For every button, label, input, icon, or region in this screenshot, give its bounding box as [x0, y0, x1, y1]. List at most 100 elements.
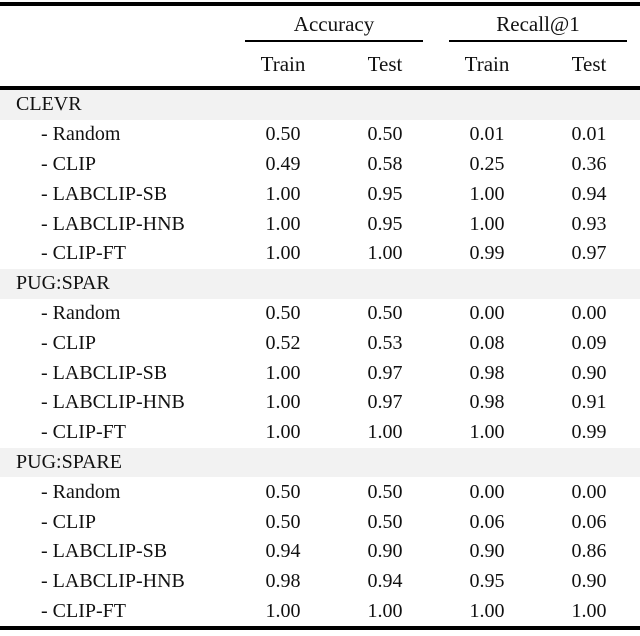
cell-value: 1.00 — [469, 421, 505, 444]
cell-value: 0.94 — [571, 182, 607, 205]
cell-value: 0.50 — [367, 480, 403, 503]
cell-value: 0.50 — [367, 123, 403, 146]
cell-value: 0.91 — [571, 391, 607, 414]
table-body: CLEVR - Random 0.50 0.50 0.01 0.01 - CLI… — [0, 88, 640, 628]
cell-value: 0.50 — [265, 510, 301, 533]
table-row: - LABCLIP-HNB 1.00 0.97 0.98 0.91 — [0, 388, 640, 418]
row-label: - CLIP — [41, 331, 96, 354]
row-label: - Random — [41, 480, 121, 503]
cell-value: 0.97 — [367, 391, 403, 414]
cell-value: 0.95 — [367, 182, 403, 205]
column-group-accuracy: Accuracy — [232, 4, 436, 42]
cell-value: 0.94 — [265, 540, 301, 563]
row-label: - LABCLIP-HNB — [41, 570, 185, 593]
section-header-pug-spare: PUG:SPARE — [0, 447, 640, 478]
table-row: - Random 0.50 0.50 0.00 0.00 — [0, 477, 640, 507]
cell-value: 1.00 — [265, 242, 301, 265]
cell-value: 0.06 — [571, 510, 607, 533]
cell-value: 0.01 — [571, 123, 607, 146]
row-label: - LABCLIP-SB — [41, 361, 168, 384]
cell-value: 0.94 — [367, 570, 403, 593]
row-label: - Random — [41, 301, 121, 324]
cell-value: 0.90 — [367, 540, 403, 563]
column-group-recall-at-1: Recall@1 — [436, 4, 640, 42]
cell-value: 0.99 — [469, 242, 505, 265]
cell-value: 0.50 — [265, 301, 301, 324]
cell-value: 1.00 — [367, 599, 403, 622]
cell-value: 0.36 — [571, 152, 607, 175]
cell-value: 0.97 — [367, 361, 403, 384]
cell-value: 1.00 — [469, 212, 505, 235]
row-label: - CLIP-FT — [41, 242, 126, 265]
cell-value: 1.00 — [265, 212, 301, 235]
cell-value: 1.00 — [265, 391, 301, 414]
cell-value: 1.00 — [469, 182, 505, 205]
table-row: - CLIP 0.49 0.58 0.25 0.36 — [0, 150, 640, 180]
cell-value: 0.99 — [571, 421, 607, 444]
section-header-clevr: CLEVR — [0, 88, 640, 120]
cell-value: 0.50 — [367, 301, 403, 324]
cell-value: 0.90 — [571, 570, 607, 593]
cell-value: 0.00 — [469, 480, 505, 503]
cell-value: 0.98 — [469, 391, 505, 414]
cell-value: 1.00 — [367, 421, 403, 444]
cell-value: 1.00 — [367, 242, 403, 265]
row-label: - LABCLIP-HNB — [41, 212, 185, 235]
cell-value: 0.08 — [469, 331, 505, 354]
cell-value: 0.53 — [367, 331, 403, 354]
cell-value: 0.50 — [367, 510, 403, 533]
cell-value: 0.09 — [571, 331, 607, 354]
cell-value: 0.90 — [469, 540, 505, 563]
cell-value: 0.50 — [265, 123, 301, 146]
col-header-recall-train: Train — [464, 51, 510, 76]
cell-value: 1.00 — [571, 599, 607, 622]
table-row: - CLIP-FT 1.00 1.00 1.00 0.99 — [0, 418, 640, 448]
cell-value: 0.97 — [571, 242, 607, 265]
col-header-accuracy-train: Train — [260, 51, 306, 76]
cell-value: 0.00 — [469, 301, 505, 324]
cell-value: 0.25 — [469, 152, 505, 175]
cell-value: 1.00 — [265, 361, 301, 384]
cell-value: 0.00 — [571, 480, 607, 503]
section-title: CLEVR — [0, 88, 640, 120]
cell-value: 0.50 — [265, 480, 301, 503]
table-row: - Random 0.50 0.50 0.00 0.00 — [0, 299, 640, 329]
cell-value: 0.98 — [265, 570, 301, 593]
row-label: - LABCLIP-SB — [41, 540, 168, 563]
cell-value: 0.58 — [367, 152, 403, 175]
cell-value: 0.52 — [265, 331, 301, 354]
row-label: - CLIP-FT — [41, 421, 126, 444]
table-row: - LABCLIP-SB 0.94 0.90 0.90 0.86 — [0, 537, 640, 567]
cell-value: 0.95 — [469, 570, 505, 593]
cell-value: 0.49 — [265, 152, 301, 175]
cell-value: 1.00 — [265, 599, 301, 622]
table-header: Accuracy Recall@1 Train Test Train Test — [0, 4, 640, 88]
cell-value: 0.00 — [571, 301, 607, 324]
table-row: - CLIP 0.52 0.53 0.08 0.09 — [0, 328, 640, 358]
cell-value: 1.00 — [265, 182, 301, 205]
sub-header-row: Train Test Train Test — [0, 42, 640, 88]
table-row: - CLIP-FT 1.00 1.00 0.99 0.97 — [0, 239, 640, 269]
cell-value: 1.00 — [265, 421, 301, 444]
row-label: - CLIP-FT — [41, 599, 126, 622]
section-title: PUG:SPARE — [0, 447, 640, 478]
section-header-pug-spar: PUG:SPAR — [0, 268, 640, 299]
cell-value: 0.01 — [469, 123, 505, 146]
cell-value: 0.90 — [571, 361, 607, 384]
row-label: - CLIP — [41, 510, 96, 533]
table-row: - LABCLIP-SB 1.00 0.95 1.00 0.94 — [0, 179, 640, 209]
table-row: - LABCLIP-HNB 0.98 0.94 0.95 0.90 — [0, 567, 640, 597]
table-row: - CLIP 0.50 0.50 0.06 0.06 — [0, 507, 640, 537]
cell-value: 0.06 — [469, 510, 505, 533]
cell-value: 0.86 — [571, 540, 607, 563]
cell-value: 1.00 — [469, 599, 505, 622]
table-row: - Random 0.50 0.50 0.01 0.01 — [0, 120, 640, 150]
cell-value: 0.95 — [367, 212, 403, 235]
column-group-row: Accuracy Recall@1 — [0, 4, 640, 42]
row-label: - LABCLIP-SB — [41, 182, 168, 205]
stub-cell — [0, 42, 232, 88]
col-header-accuracy-test: Test — [367, 51, 403, 76]
cell-value: 0.98 — [469, 361, 505, 384]
